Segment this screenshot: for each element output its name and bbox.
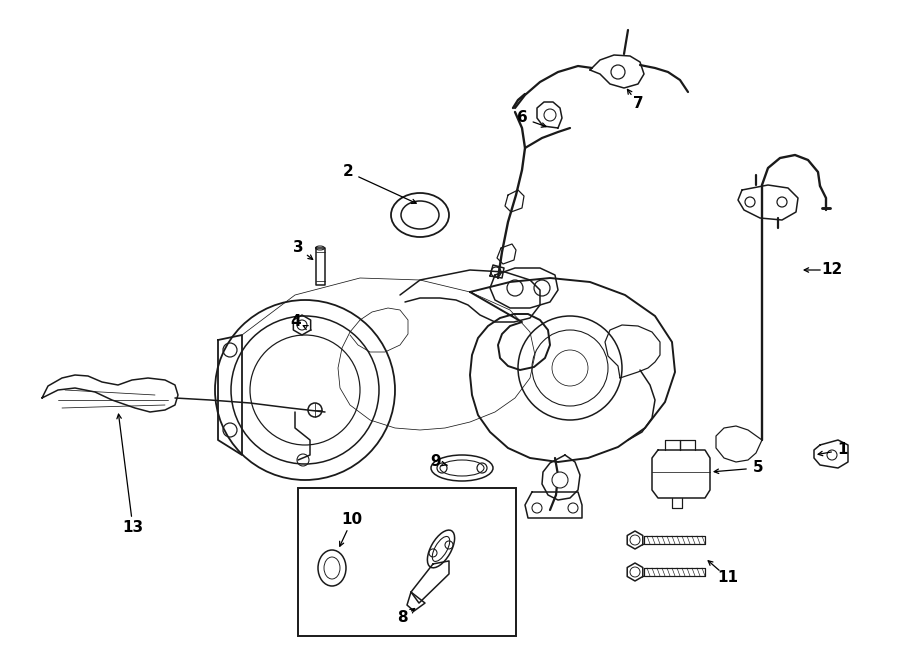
Text: 4: 4 — [291, 315, 302, 329]
Circle shape — [611, 65, 625, 79]
Text: 8: 8 — [397, 611, 408, 625]
Text: 11: 11 — [717, 570, 739, 586]
Text: 12: 12 — [822, 262, 842, 278]
Text: 6: 6 — [517, 110, 527, 126]
Text: 7: 7 — [633, 97, 643, 112]
Bar — [298, 488, 516, 636]
Text: 2: 2 — [343, 165, 354, 180]
Text: 10: 10 — [341, 512, 363, 527]
Circle shape — [552, 472, 568, 488]
Text: 5: 5 — [752, 461, 763, 475]
Text: 13: 13 — [122, 520, 144, 535]
Text: 9: 9 — [431, 455, 441, 469]
Text: 1: 1 — [838, 442, 848, 457]
Text: 3: 3 — [292, 241, 303, 256]
Circle shape — [544, 109, 556, 121]
